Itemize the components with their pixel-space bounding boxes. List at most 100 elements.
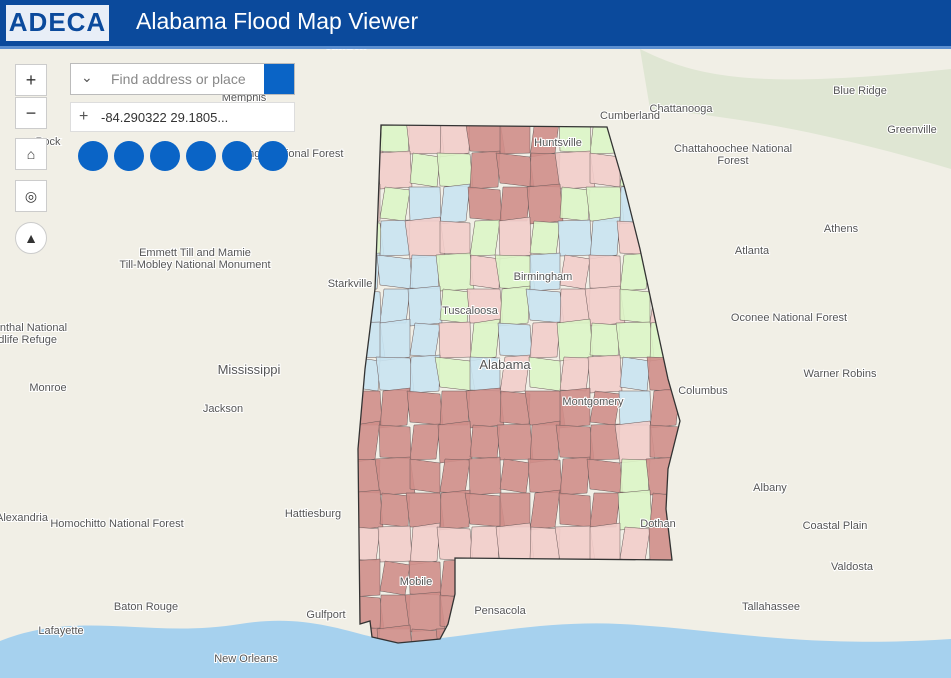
watershed <box>584 285 626 327</box>
watershed <box>376 254 414 290</box>
mountains <box>640 49 951 169</box>
logo[interactable]: ADECA <box>6 5 109 41</box>
watershed <box>615 321 655 359</box>
app-title: Alabama Flood Map Viewer <box>136 8 419 34</box>
map-label: Mobile <box>400 576 432 588</box>
watershed <box>469 150 501 190</box>
watershed <box>499 285 531 327</box>
watershed <box>438 321 472 359</box>
coordinate-box: + -84.290322 29.1805... <box>70 102 295 132</box>
home[interactable]: ⌂ <box>15 138 47 170</box>
watershed <box>468 456 502 496</box>
watershed <box>499 458 531 494</box>
watershed <box>469 219 501 257</box>
zoom-out[interactable]: − <box>15 97 47 129</box>
watershed <box>497 322 533 358</box>
map-label: Tallahassee <box>742 601 800 613</box>
map-label: Tuscaloosa <box>442 305 499 317</box>
watershed <box>529 489 561 531</box>
watershed <box>618 390 652 426</box>
map-label: Huntsville <box>534 137 582 149</box>
watershed <box>588 254 622 290</box>
map-label: Monroe <box>29 382 66 394</box>
watershed <box>407 285 443 327</box>
watershed <box>498 216 532 260</box>
watershed <box>589 322 621 358</box>
map-label: Jackson <box>203 403 243 415</box>
compass[interactable]: ▲ <box>15 222 47 254</box>
map-label: Coastal Plain <box>803 520 868 532</box>
watershed <box>554 525 596 563</box>
watershed <box>467 186 503 222</box>
watershed <box>499 125 531 155</box>
watershed <box>589 423 621 461</box>
bookmark-tool[interactable] <box>78 141 108 171</box>
search-box[interactable]: ⌄ Find address or place <box>70 63 295 95</box>
watershed <box>379 492 411 528</box>
map-label: Hattiesburg <box>285 508 341 520</box>
watershed <box>378 424 412 460</box>
locate[interactable]: ◎ <box>15 180 47 212</box>
watershed <box>499 186 531 222</box>
map-label: Blue Ridge <box>833 85 887 97</box>
watershed <box>559 456 591 496</box>
watershed <box>527 458 563 494</box>
map-label: Athens <box>824 223 859 235</box>
basemap-tool[interactable] <box>222 141 252 171</box>
map-label: Montgomery <box>562 396 624 408</box>
gulf <box>0 620 951 678</box>
watershed <box>529 220 561 256</box>
map-label: Greenville <box>887 124 937 136</box>
draw-tool[interactable] <box>150 141 180 171</box>
watershed <box>409 628 441 643</box>
map-label: Columbus <box>678 385 728 397</box>
watershed <box>469 318 501 362</box>
watershed <box>555 424 595 460</box>
watershed <box>409 522 441 566</box>
watershed <box>589 492 621 528</box>
watershed <box>409 458 441 494</box>
watershed <box>409 322 441 358</box>
watershed <box>554 150 596 190</box>
watershed <box>465 387 505 429</box>
watershed <box>439 390 471 426</box>
watershed <box>559 356 591 392</box>
coordinate-text: -84.290322 29.1805... <box>101 110 229 125</box>
search-button[interactable] <box>264 64 294 94</box>
crosshair-icon: + <box>79 108 89 125</box>
watershed <box>464 492 506 528</box>
map-label: Cumberland <box>600 110 660 122</box>
watershed <box>614 420 656 464</box>
watershed <box>439 489 471 531</box>
watershed <box>406 390 444 426</box>
map: JacksonMemphisSprings National ForestCha… <box>0 49 951 678</box>
watershed <box>619 288 651 324</box>
watershed <box>409 254 441 290</box>
watershed <box>528 356 562 392</box>
watershed <box>556 318 594 362</box>
map-label: Felsenthal NationalWildlife Refuge <box>0 322 67 346</box>
search-dropdown[interactable]: ⌄ <box>81 69 93 85</box>
watershed <box>619 526 651 562</box>
watershed <box>526 183 564 225</box>
watershed <box>529 252 561 292</box>
map-label: Chattahoochee National Forest <box>674 143 792 167</box>
watershed <box>379 318 411 362</box>
watershed <box>435 252 475 292</box>
watershed <box>559 186 591 222</box>
watershed <box>469 424 501 460</box>
watershed <box>374 456 416 496</box>
download-tool[interactable] <box>258 141 288 171</box>
print-tool[interactable] <box>114 141 144 171</box>
watershed <box>439 220 471 256</box>
watershed <box>409 354 441 394</box>
watershed <box>405 492 445 528</box>
map-label: Baton Rouge <box>114 601 178 613</box>
map-label: Birmingham <box>514 271 573 283</box>
watershed <box>434 356 476 392</box>
layers-tool[interactable] <box>186 141 216 171</box>
zoom-in[interactable]: + <box>15 64 47 96</box>
map-label: Alabama <box>479 357 531 372</box>
watershed <box>379 186 411 222</box>
watershed <box>529 321 561 359</box>
